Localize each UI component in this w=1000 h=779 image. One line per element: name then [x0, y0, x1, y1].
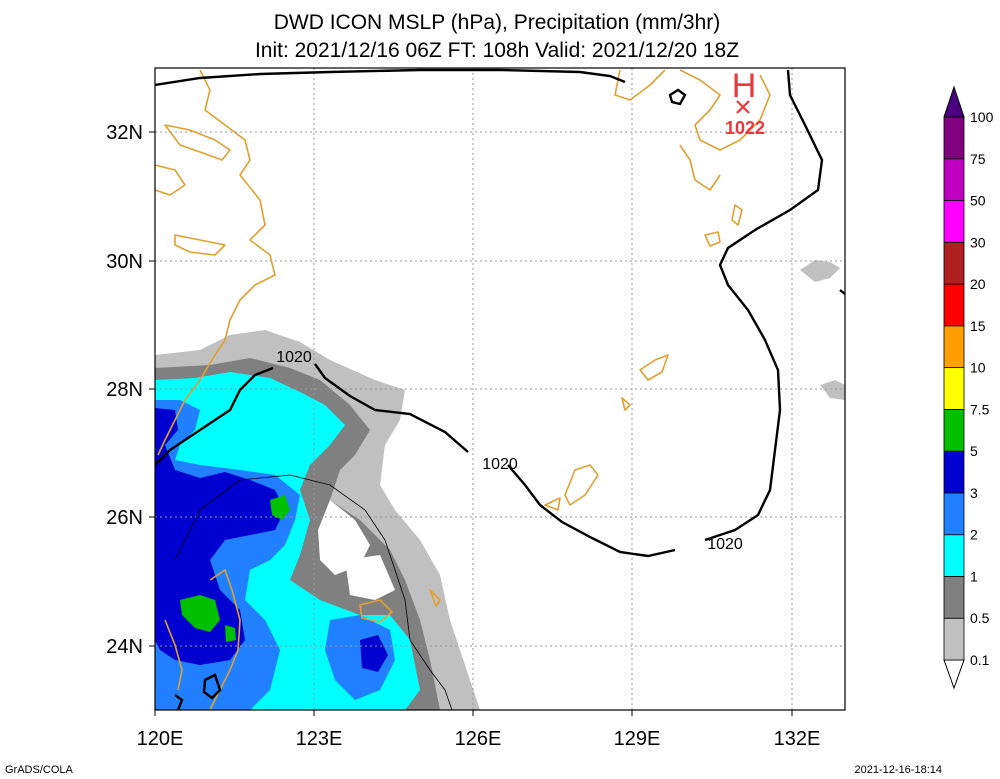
- colorbar-swatch: [943, 200, 965, 243]
- colorbar-swatch: [943, 534, 965, 577]
- colorbar-level-label: 7.5: [970, 401, 990, 417]
- lon-label-126e: 126E: [455, 728, 502, 750]
- isobar-label-2: 1020: [482, 456, 518, 473]
- axis-ticks: [149, 131, 793, 716]
- colorbar-level-label: 3: [970, 485, 978, 501]
- map-plot-area: 1020 1020 1020 H 1022: [155, 67, 845, 710]
- precipitation-colorbar: 0.1 0.5 1 2 3 5 7.5 10 15 20 30 50 75 100: [943, 85, 994, 690]
- mslp-isobars: [155, 68, 845, 710]
- high-pressure-x-mark: [736, 100, 750, 114]
- lat-lon-grid: [155, 68, 845, 710]
- colorbar-swatch: [943, 576, 965, 619]
- lat-label-24n: 24N: [106, 636, 143, 658]
- colorbar-level-label: 5: [970, 443, 978, 459]
- lat-label-32n: 32N: [106, 122, 143, 144]
- colorbar-swatch: [943, 450, 965, 494]
- footer-software: GrADS/COLA: [5, 764, 74, 776]
- colorbar-level-label: 0.5: [970, 610, 990, 626]
- colorbar-level-label: 100: [970, 109, 994, 125]
- lat-label-30n: 30N: [106, 251, 143, 273]
- coastlines: [155, 69, 771, 710]
- footer-timestamp: 2021-12-16-18:14: [855, 764, 942, 776]
- high-pressure-value: 1022: [725, 118, 765, 138]
- colorbar-swatch: [943, 158, 965, 201]
- colorbar-swatch: [943, 116, 965, 160]
- colorbar-upper-triangle: [943, 85, 965, 118]
- colorbar-level-label: 20: [970, 276, 986, 292]
- map-subtitle: Init: 2021/12/16 06Z FT: 108h Valid: 202…: [255, 39, 739, 62]
- lat-label-28n: 28N: [106, 379, 143, 401]
- precip-area-green: [180, 595, 220, 632]
- colorbar-swatch: [943, 325, 965, 369]
- high-pressure-letter: H: [732, 67, 757, 105]
- colorbar-level-label: 2: [970, 527, 978, 543]
- map-title: DWD ICON MSLP (hPa), Precipitation (mm/3…: [274, 11, 721, 34]
- colorbar-level-label: 15: [970, 318, 986, 334]
- lon-label-132e: 132E: [774, 728, 821, 750]
- colorbar-swatch: [943, 617, 965, 661]
- lon-label-129e: 129E: [614, 728, 661, 750]
- colorbar-level-label: 0.1: [970, 652, 990, 668]
- lon-label-123e: 123E: [296, 728, 343, 750]
- colorbar-level-label: 30: [970, 234, 986, 250]
- colorbar-level-label: 1: [970, 568, 978, 584]
- colorbar-swatch: [943, 241, 965, 285]
- colorbar-swatch: [943, 408, 965, 452]
- colorbar-level-label: 75: [970, 151, 986, 167]
- lat-label-26n: 26N: [106, 507, 143, 529]
- colorbar-swatch: [943, 492, 965, 536]
- region-boundary: [174, 474, 453, 710]
- colorbar-level-label: 50: [970, 193, 986, 209]
- isobar-label-3: 1020: [707, 536, 743, 553]
- colorbar-lower-triangle: [943, 659, 965, 690]
- lon-label-120e: 120E: [137, 728, 184, 750]
- high-pressure-center: H 1022: [725, 67, 765, 138]
- isobar-label-1: 1020: [276, 349, 312, 366]
- colorbar-level-label: 10: [970, 360, 986, 376]
- colorbar-swatch: [943, 283, 965, 327]
- colorbar-swatch: [943, 367, 965, 410]
